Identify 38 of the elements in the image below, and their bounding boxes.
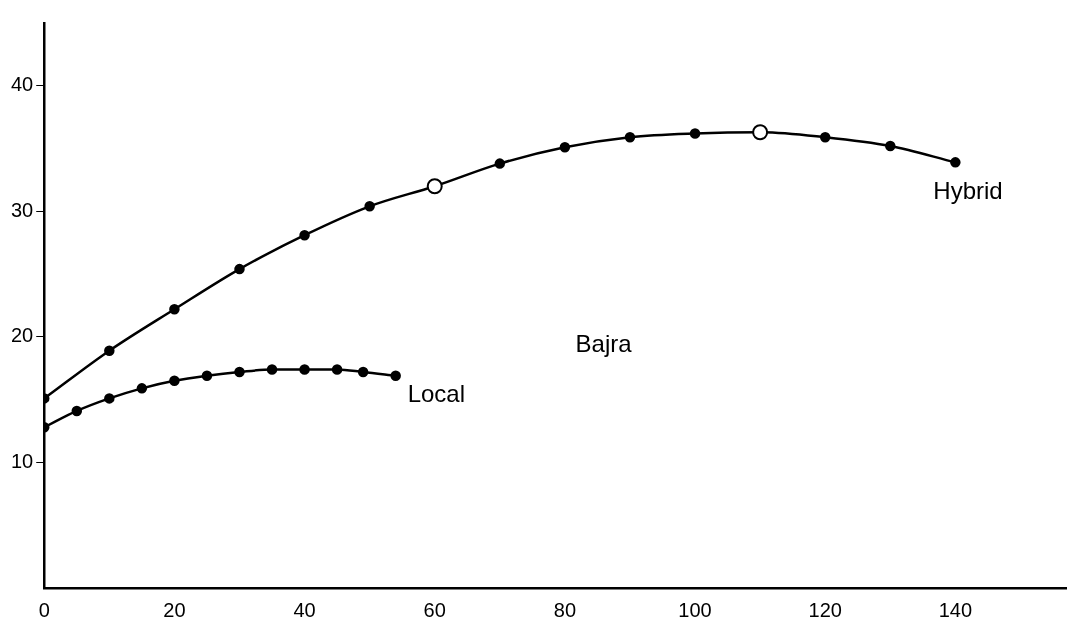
point bbox=[357, 366, 369, 378]
point bbox=[624, 132, 636, 143]
y-tick-label: 40 bbox=[11, 73, 34, 96]
point bbox=[234, 366, 245, 378]
point bbox=[169, 375, 180, 387]
point bbox=[136, 383, 148, 394]
point bbox=[559, 142, 571, 153]
y-tick-label: 30 bbox=[11, 198, 34, 221]
point bbox=[266, 364, 278, 375]
point bbox=[689, 128, 701, 139]
point bbox=[494, 158, 506, 169]
y-tick-label: 20 bbox=[11, 324, 34, 347]
x-tick-label: 20 bbox=[163, 598, 186, 621]
x-tick-label: 60 bbox=[423, 598, 446, 621]
x-tick-label: 120 bbox=[808, 598, 842, 621]
point bbox=[331, 364, 343, 375]
point bbox=[885, 140, 896, 152]
x-tick-label: 80 bbox=[553, 598, 577, 621]
x-tick-label: 100 bbox=[678, 598, 712, 621]
x-tick-label: 140 bbox=[938, 598, 973, 621]
series-label: Hybrid bbox=[933, 176, 1003, 204]
point bbox=[71, 405, 83, 417]
point bbox=[104, 345, 115, 356]
point bbox=[950, 157, 961, 168]
point bbox=[234, 263, 245, 275]
point bbox=[201, 370, 213, 382]
point bbox=[169, 304, 180, 315]
x-tick-label: 0 bbox=[38, 598, 50, 621]
point bbox=[299, 229, 310, 241]
series-label: Local bbox=[407, 380, 466, 408]
y-tick-label: 10 bbox=[11, 449, 34, 472]
point bbox=[390, 370, 401, 382]
x-tick-label: 40 bbox=[293, 598, 316, 621]
point bbox=[819, 132, 831, 143]
point bbox=[104, 393, 115, 404]
annotation: Bajra bbox=[575, 329, 633, 357]
point bbox=[364, 201, 375, 212]
point bbox=[299, 364, 310, 375]
